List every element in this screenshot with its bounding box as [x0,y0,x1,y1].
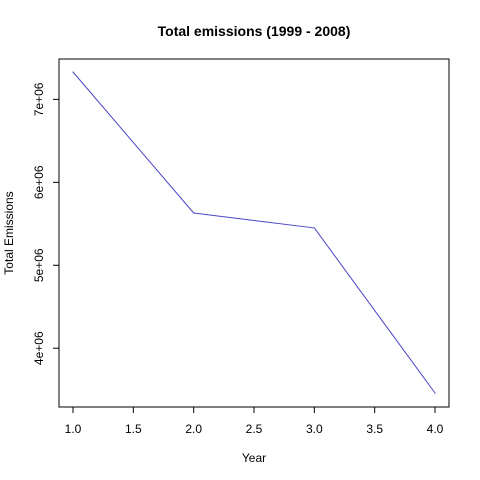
chart-title: Total emissions (1999 - 2008) [158,23,351,39]
series-layer [72,71,435,393]
y-tick-label: 5e+06 [32,248,46,282]
data-point [434,392,435,393]
data-point [314,227,315,228]
x-tick-label: 1.5 [125,422,142,436]
data-point [72,71,73,72]
series-line-0 [73,72,435,393]
y-tick-label: 4e+06 [32,331,46,365]
x-tick-label: 4.0 [427,422,444,436]
x-tick-label: 3.0 [306,422,323,436]
x-axis: 1.0 1.5 2.0 2.5 3.0 3.5 4.0 [65,407,444,436]
x-tick-label: 1.0 [65,422,82,436]
y-axis-label: Total Emissions [2,191,16,274]
data-point [193,212,194,213]
x-axis-label: Year [242,451,266,465]
x-tick-label: 3.5 [366,422,383,436]
y-tick-label: 7e+06 [32,82,46,116]
x-tick-label: 2.5 [246,422,263,436]
x-tick-label: 2.0 [185,422,202,436]
plot-frame [59,59,449,407]
y-tick-label: 6e+06 [32,165,46,199]
y-axis: 4e+06 5e+06 6e+06 7e+06 [32,82,59,365]
